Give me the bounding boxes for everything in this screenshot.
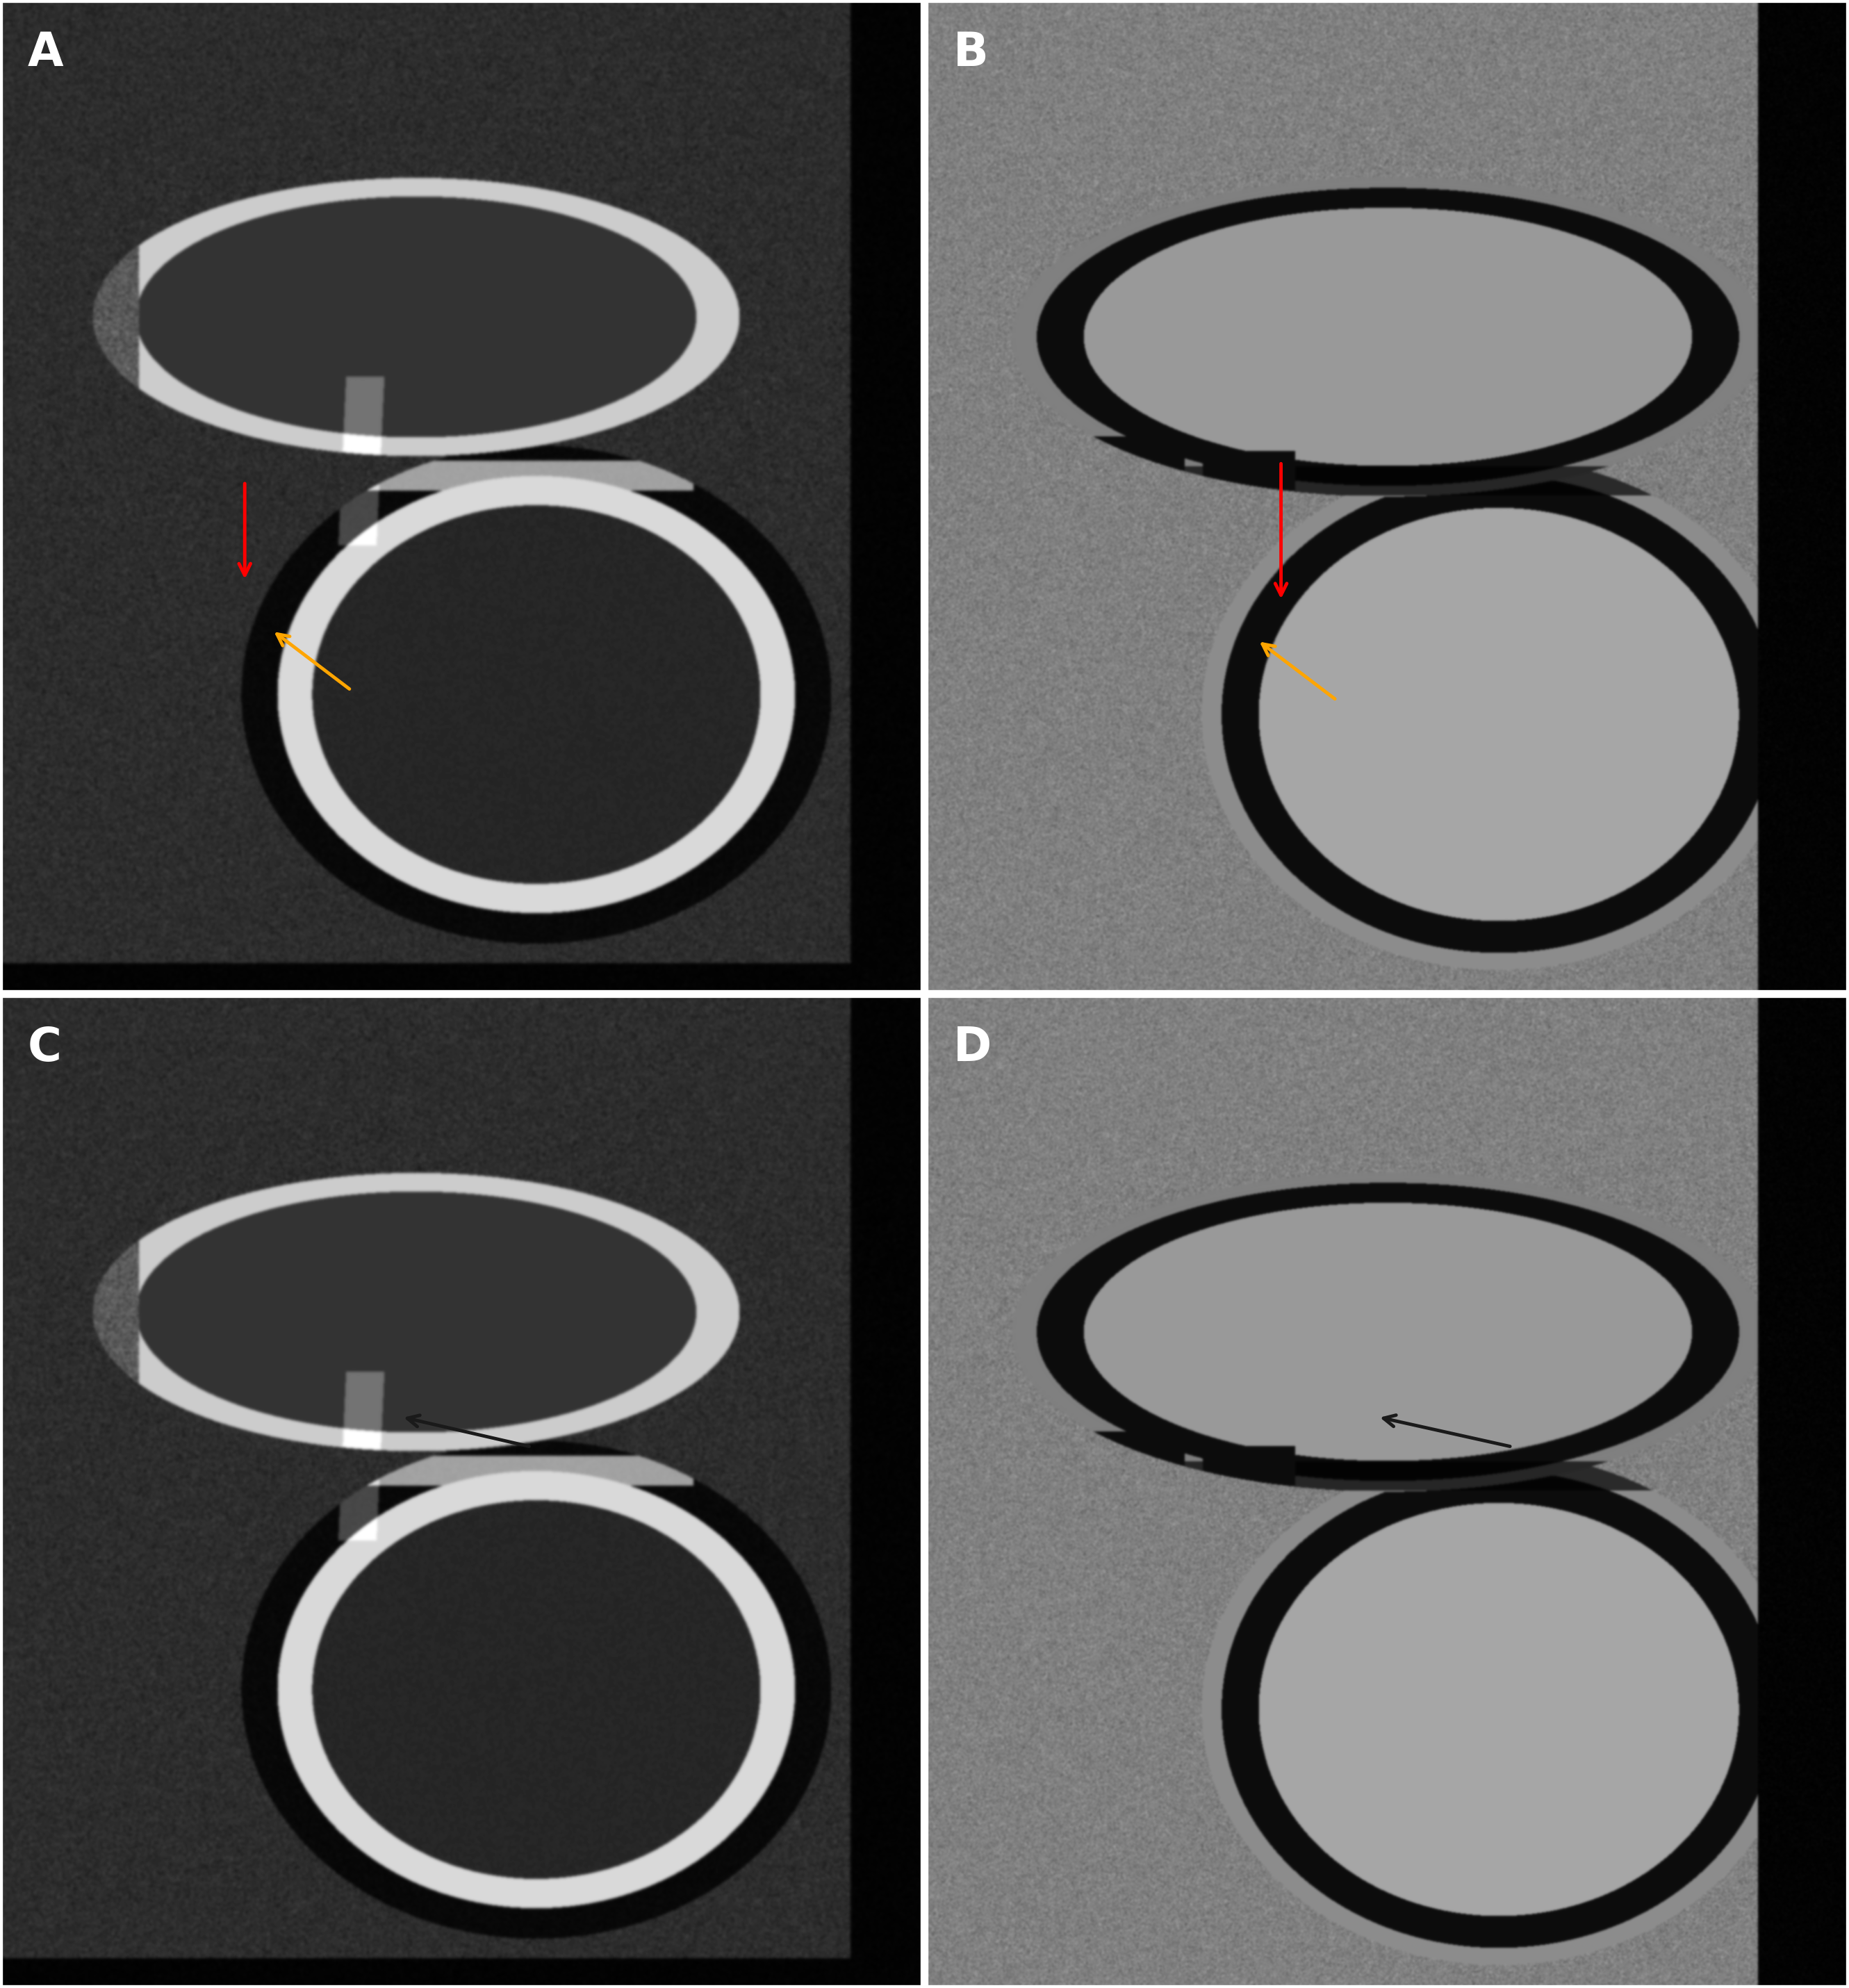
Text: B: B <box>952 30 989 76</box>
Text: C: C <box>28 1024 61 1072</box>
Text: D: D <box>952 1024 991 1072</box>
Text: A: A <box>28 30 63 76</box>
